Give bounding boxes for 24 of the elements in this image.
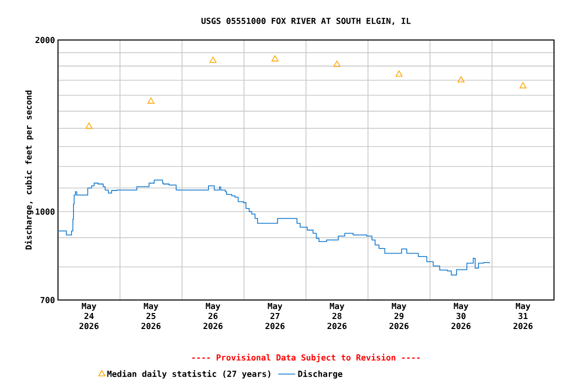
legend-label: Median daily statistic (27 years) — [107, 370, 270, 379]
y-tick-label: 2000 — [36, 36, 55, 44]
point — [85, 122, 93, 129]
x-tick-label: May 31 2026 — [513, 302, 533, 330]
point — [147, 98, 155, 104]
legend-label: Discharge — [298, 370, 342, 379]
x-tick-label: May 26 2026 — [203, 302, 223, 330]
y-tick-label: 700 — [40, 296, 55, 304]
x-tick-label: May 25 2026 — [141, 302, 161, 330]
point — [271, 55, 279, 62]
x-tick-label: May 27 2026 — [265, 302, 285, 330]
point — [396, 70, 403, 77]
x-tick-label: May 28 2026 — [327, 302, 347, 330]
point — [209, 56, 217, 63]
x-tick-label: May 24 2026 — [79, 302, 99, 330]
y-tick-label: 1000 — [36, 208, 55, 215]
chart-title: USGS 05551000 FOX RIVER AT SOUTH ELGIN, IL — [201, 18, 411, 26]
x-tick-label: May 30 2026 — [451, 302, 471, 330]
x-tick-label: May 29 2026 — [389, 302, 409, 330]
text: ---- Provisional Data Subject to Revision ---- — [192, 354, 420, 362]
point — [520, 82, 527, 88]
point — [458, 76, 465, 82]
y-axis-title: Discharge, cubic feet per second — [24, 90, 34, 250]
point — [333, 60, 341, 67]
